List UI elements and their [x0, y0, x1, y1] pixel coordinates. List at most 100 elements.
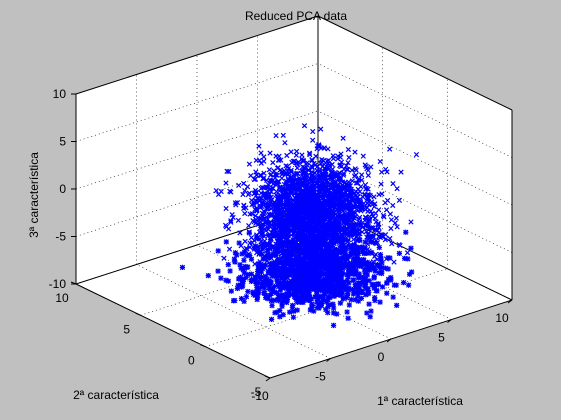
data-point	[234, 285, 241, 292]
data-point	[352, 281, 358, 288]
data-point	[316, 302, 323, 308]
y-tick	[200, 344, 206, 348]
data-point	[336, 289, 342, 295]
data-point	[394, 185, 400, 192]
data-point	[343, 163, 349, 169]
data-point	[274, 172, 280, 178]
data-point	[345, 146, 351, 153]
data-point	[325, 157, 332, 163]
data-point	[275, 298, 282, 304]
data-point	[338, 249, 344, 255]
data-point	[248, 256, 255, 262]
data-point	[331, 293, 337, 299]
data-point	[298, 289, 304, 295]
data-point	[323, 286, 330, 292]
data-point	[364, 200, 370, 206]
data-point	[334, 258, 340, 264]
data-point	[263, 273, 269, 280]
data-point	[305, 254, 312, 261]
data-point	[388, 217, 395, 223]
data-point	[315, 218, 322, 225]
data-point	[222, 222, 229, 228]
x-tick-label: -10	[251, 389, 269, 403]
data-point	[294, 148, 300, 154]
data-point	[341, 209, 347, 216]
data-point	[298, 209, 304, 215]
data-point	[310, 215, 316, 221]
data-point	[236, 182, 242, 189]
data-point	[303, 210, 310, 217]
data-point	[301, 164, 307, 171]
data-point	[289, 223, 295, 229]
x-tick	[507, 299, 513, 304]
data-point	[306, 293, 312, 299]
data-point	[280, 229, 286, 235]
data-point	[290, 225, 296, 232]
data-point	[226, 246, 233, 252]
data-point	[318, 249, 325, 256]
data-point	[345, 315, 351, 321]
data-point	[408, 245, 414, 251]
data-point	[318, 264, 325, 270]
data-point	[380, 212, 387, 219]
data-point	[248, 271, 254, 277]
data-point	[325, 259, 331, 266]
data-point	[364, 259, 370, 265]
data-point	[300, 157, 307, 164]
data-point	[281, 253, 287, 259]
data-point	[225, 261, 231, 268]
data-point	[332, 283, 339, 289]
data-point	[299, 233, 305, 240]
data-point	[230, 298, 237, 304]
data-point	[323, 299, 330, 305]
data-point	[254, 199, 260, 206]
data-point	[332, 287, 338, 293]
data-point	[288, 167, 294, 173]
data-point	[378, 181, 384, 187]
data-point	[302, 177, 308, 183]
data-point	[361, 250, 367, 256]
data-point	[255, 218, 261, 224]
data-point	[317, 237, 323, 243]
data-point	[289, 265, 295, 271]
data-point	[275, 266, 282, 273]
data-point	[252, 187, 259, 194]
data-point	[293, 278, 299, 284]
data-point	[321, 259, 327, 265]
data-point	[346, 179, 352, 185]
data-point	[347, 229, 354, 235]
data-point	[345, 233, 351, 239]
data-point	[227, 268, 233, 274]
data-point	[357, 231, 363, 237]
data-point	[334, 277, 340, 283]
data-point	[299, 152, 305, 158]
data-point	[347, 267, 354, 273]
data-point	[246, 223, 252, 229]
y-tick-label: 10	[55, 291, 69, 305]
data-point	[338, 159, 345, 165]
data-point	[310, 254, 317, 260]
data-point	[256, 157, 263, 163]
data-point	[260, 284, 266, 290]
data-point	[276, 279, 282, 285]
data-point	[213, 188, 219, 194]
data-point	[382, 237, 388, 243]
data-point	[359, 289, 365, 296]
data-point	[320, 230, 326, 237]
data-point	[337, 190, 343, 196]
data-point	[353, 267, 359, 273]
data-point	[322, 280, 329, 287]
data-point	[271, 283, 278, 290]
data-point	[302, 238, 309, 244]
data-point	[341, 279, 347, 285]
data-point	[379, 260, 385, 266]
data-point	[334, 246, 340, 253]
data-point	[293, 290, 299, 296]
data-point	[304, 268, 311, 274]
data-point	[316, 286, 323, 292]
data-point	[361, 267, 368, 273]
data-point	[292, 184, 299, 190]
data-point	[408, 219, 414, 225]
data-point	[234, 252, 240, 258]
data-point	[350, 256, 357, 262]
